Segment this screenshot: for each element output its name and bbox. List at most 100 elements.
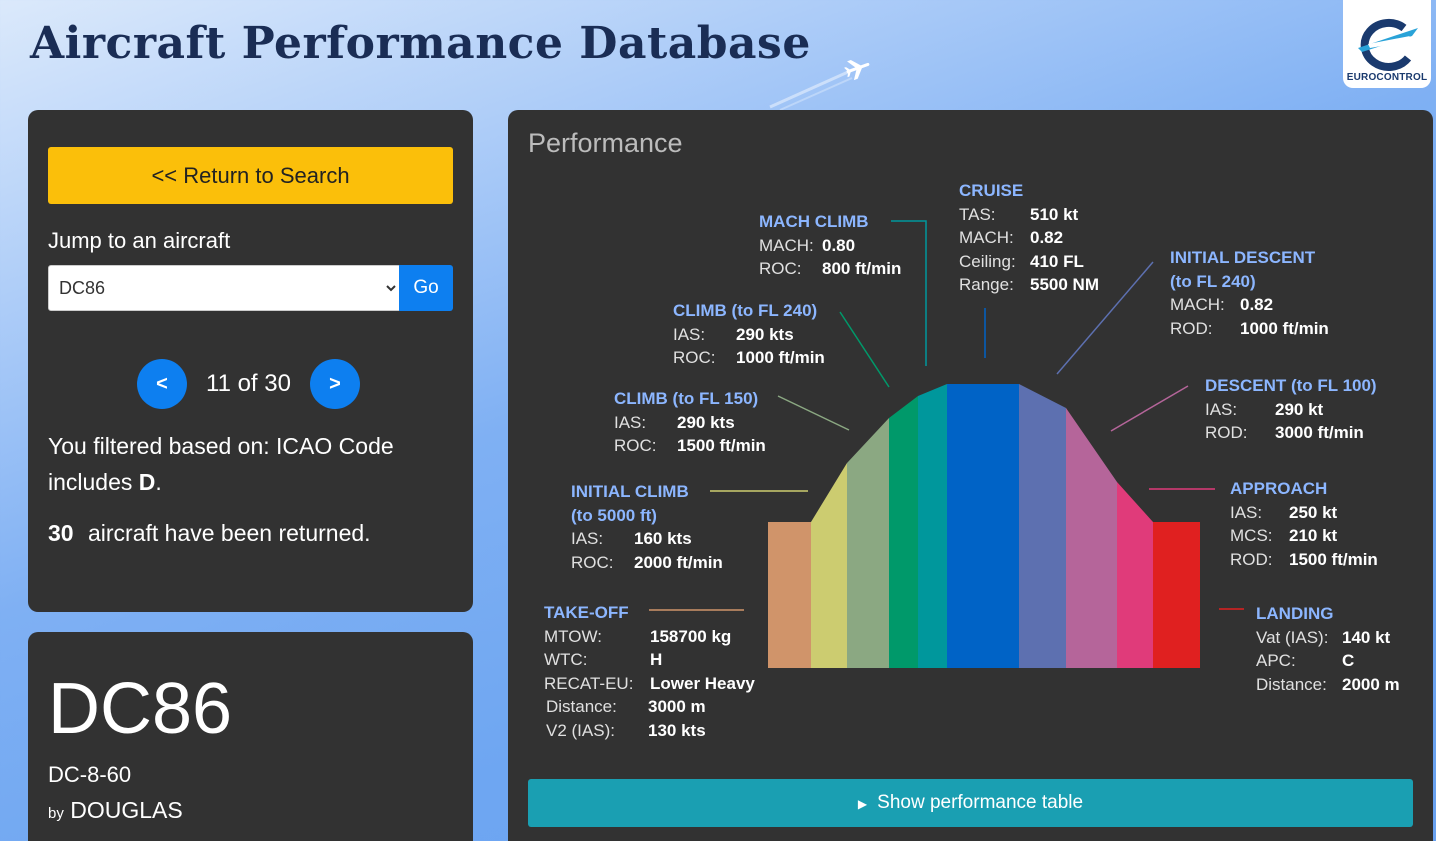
phase-initial-climb: INITIAL CLIMB (to 5000 ft) IAS: 160 kts R… bbox=[571, 480, 723, 574]
connector-climb-150 bbox=[777, 395, 850, 431]
phase-value: 290 kt bbox=[1275, 399, 1324, 419]
segment-climb-240 bbox=[889, 384, 918, 668]
phase-value: Lower Heavy bbox=[650, 673, 755, 693]
previous-aircraft-button[interactable]: < bbox=[137, 359, 187, 409]
phase-key: ROC: bbox=[759, 259, 802, 278]
segment-initial-climb bbox=[811, 384, 847, 668]
phase-title: LANDING bbox=[1256, 604, 1334, 623]
phase-value: 1000 ft/min bbox=[736, 348, 825, 367]
phase-key: ROD: bbox=[1170, 318, 1213, 338]
phase-cruise: CRUISE TAS: 510 kt MACH: 0.82 Ceiling: 410 … bbox=[959, 179, 1099, 297]
logo-text: EUROCONTROL bbox=[1346, 72, 1428, 83]
phase-key: MCS: bbox=[1230, 526, 1273, 545]
phase-title: MACH CLIMB bbox=[759, 212, 869, 231]
manufacturer-name: DOUGLAS bbox=[70, 797, 183, 823]
phase-key: Range: bbox=[959, 275, 1014, 294]
return-to-search-button[interactable]: << Return to Search bbox=[48, 147, 453, 204]
phase-takeoff: TAKE-OFF MTOW: 158700 kg WTC: H RECAT-EU: L… bbox=[544, 601, 755, 742]
segment-landing bbox=[1153, 384, 1200, 668]
phase-key: TAS: bbox=[959, 204, 996, 224]
phase-value: 1500 ft/min bbox=[677, 436, 766, 455]
airplane-decoration-icon bbox=[769, 59, 870, 111]
phase-value: 1500 ft/min bbox=[1289, 549, 1378, 569]
phase-subtitle: (to 5000 ft) bbox=[571, 505, 657, 525]
phase-key: APC: bbox=[1256, 651, 1296, 670]
phase-value: 130 kts bbox=[648, 720, 706, 740]
result-position: 11 of 30 bbox=[206, 370, 291, 397]
go-button[interactable]: Go bbox=[399, 265, 453, 311]
by-label: by bbox=[48, 805, 64, 822]
caret-right-icon: ▶ bbox=[857, 797, 868, 811]
phase-value: 3000 ft/min bbox=[1275, 423, 1364, 442]
connector-climb-240 bbox=[839, 311, 890, 388]
eurocontrol-emblem-icon bbox=[1358, 18, 1418, 71]
next-aircraft-button[interactable]: > bbox=[310, 359, 360, 409]
segment-approach bbox=[1117, 384, 1153, 668]
connector-descent-100 bbox=[1110, 385, 1189, 432]
segment-descent-100 bbox=[1066, 384, 1117, 668]
phase-key: IAS: bbox=[614, 412, 647, 432]
show-table-label: Show performance table bbox=[877, 792, 1084, 813]
phase-key: MACH: bbox=[1170, 295, 1225, 314]
filter-prefix: You filtered based on: ICAO Code include… bbox=[48, 433, 394, 495]
phase-value: 290 kts bbox=[677, 412, 735, 432]
phase-key: IAS: bbox=[571, 529, 604, 548]
phase-value: 410 FL bbox=[1030, 251, 1084, 271]
phase-initial-descent: INITIAL DESCENT (to FL 240) MACH: 0.82 RO… bbox=[1170, 246, 1329, 340]
phase-value: C bbox=[1342, 651, 1355, 670]
phase-key: V2 (IAS): bbox=[546, 720, 615, 740]
phase-title: CLIMB (to FL 240) bbox=[673, 301, 818, 320]
phase-key: MACH: bbox=[759, 235, 814, 255]
phase-key: Vat (IAS): bbox=[1256, 627, 1329, 647]
phase-value: 250 kt bbox=[1289, 502, 1338, 522]
jump-label: Jump to an aircraft bbox=[48, 228, 231, 253]
filter-summary: You filtered based on: ICAO Code include… bbox=[48, 428, 448, 500]
phase-mach-climb: MACH CLIMB MACH: 0.80 ROC: 800 ft/min bbox=[759, 210, 901, 281]
phase-value: 160 kts bbox=[634, 529, 692, 548]
aircraft-code: DC86 bbox=[48, 669, 233, 749]
phase-key: MACH: bbox=[959, 228, 1014, 247]
result-count: 30 bbox=[48, 520, 74, 546]
phase-value: 800 ft/min bbox=[822, 259, 902, 278]
connector-mach-climb bbox=[891, 220, 927, 366]
phase-landing: LANDING Vat (IAS): 140 kt APC: C Distance:… bbox=[1256, 602, 1400, 696]
segment-climb-150 bbox=[847, 384, 889, 668]
result-count-suffix: aircraft have been returned. bbox=[81, 520, 371, 546]
phase-approach: APPROACH IAS: 250 kt MCS: 210 kt ROD: 1500 … bbox=[1230, 477, 1378, 571]
show-performance-table-button[interactable]: ▶ Show performance table bbox=[528, 779, 1413, 827]
segment-cruise bbox=[947, 384, 1019, 668]
page-title: Aircraft Performance Database bbox=[30, 18, 811, 69]
phase-key: WTC: bbox=[544, 650, 588, 669]
phase-key: ROC: bbox=[614, 436, 657, 455]
phase-climb-fl150: CLIMB (to FL 150) IAS: 290 kts ROC: 1500 f… bbox=[614, 387, 766, 458]
phase-value: 158700 kg bbox=[650, 626, 732, 646]
eurocontrol-logo[interactable]: EUROCONTROL bbox=[1343, 0, 1431, 88]
phase-descent-fl100: DESCENT (to FL 100) IAS: 290 kt ROD: 3000 … bbox=[1205, 374, 1377, 445]
phase-value: 510 kt bbox=[1030, 204, 1079, 224]
connector-initial-descent bbox=[1056, 261, 1154, 375]
phase-key: ROC: bbox=[571, 552, 614, 572]
filter-suffix: . bbox=[155, 469, 162, 495]
search-navigation-panel: << Return to Search Jump to an aircraft … bbox=[28, 110, 473, 612]
performance-panel: Performance TAKE-OFF bbox=[508, 110, 1433, 841]
phase-title: DESCENT (to FL 100) bbox=[1205, 376, 1377, 395]
phase-title: TAKE-OFF bbox=[544, 603, 629, 622]
phase-value: 210 kt bbox=[1289, 526, 1338, 545]
aircraft-select[interactable]: DC86 bbox=[48, 265, 400, 311]
phase-value: 2000 m bbox=[1342, 674, 1400, 694]
phase-key: MTOW: bbox=[544, 626, 602, 646]
phase-key: ROD: bbox=[1230, 549, 1273, 569]
flight-profile-diagram bbox=[649, 220, 1244, 668]
phase-value: H bbox=[650, 650, 663, 669]
phase-title: INITIAL CLIMB bbox=[571, 482, 689, 501]
aircraft-model: DC-8-60 bbox=[48, 762, 132, 787]
phase-value: 1000 ft/min bbox=[1240, 318, 1329, 338]
segment-mach-climb bbox=[918, 384, 947, 668]
phase-value: 3000 m bbox=[648, 697, 706, 716]
phase-key: RECAT-EU: bbox=[544, 673, 634, 693]
phase-value: 140 kt bbox=[1342, 627, 1391, 647]
segment-initial-descent bbox=[1019, 384, 1066, 668]
phase-title: CLIMB (to FL 150) bbox=[614, 389, 759, 408]
phase-key: IAS: bbox=[1205, 399, 1238, 419]
performance-title: Performance bbox=[528, 128, 683, 158]
